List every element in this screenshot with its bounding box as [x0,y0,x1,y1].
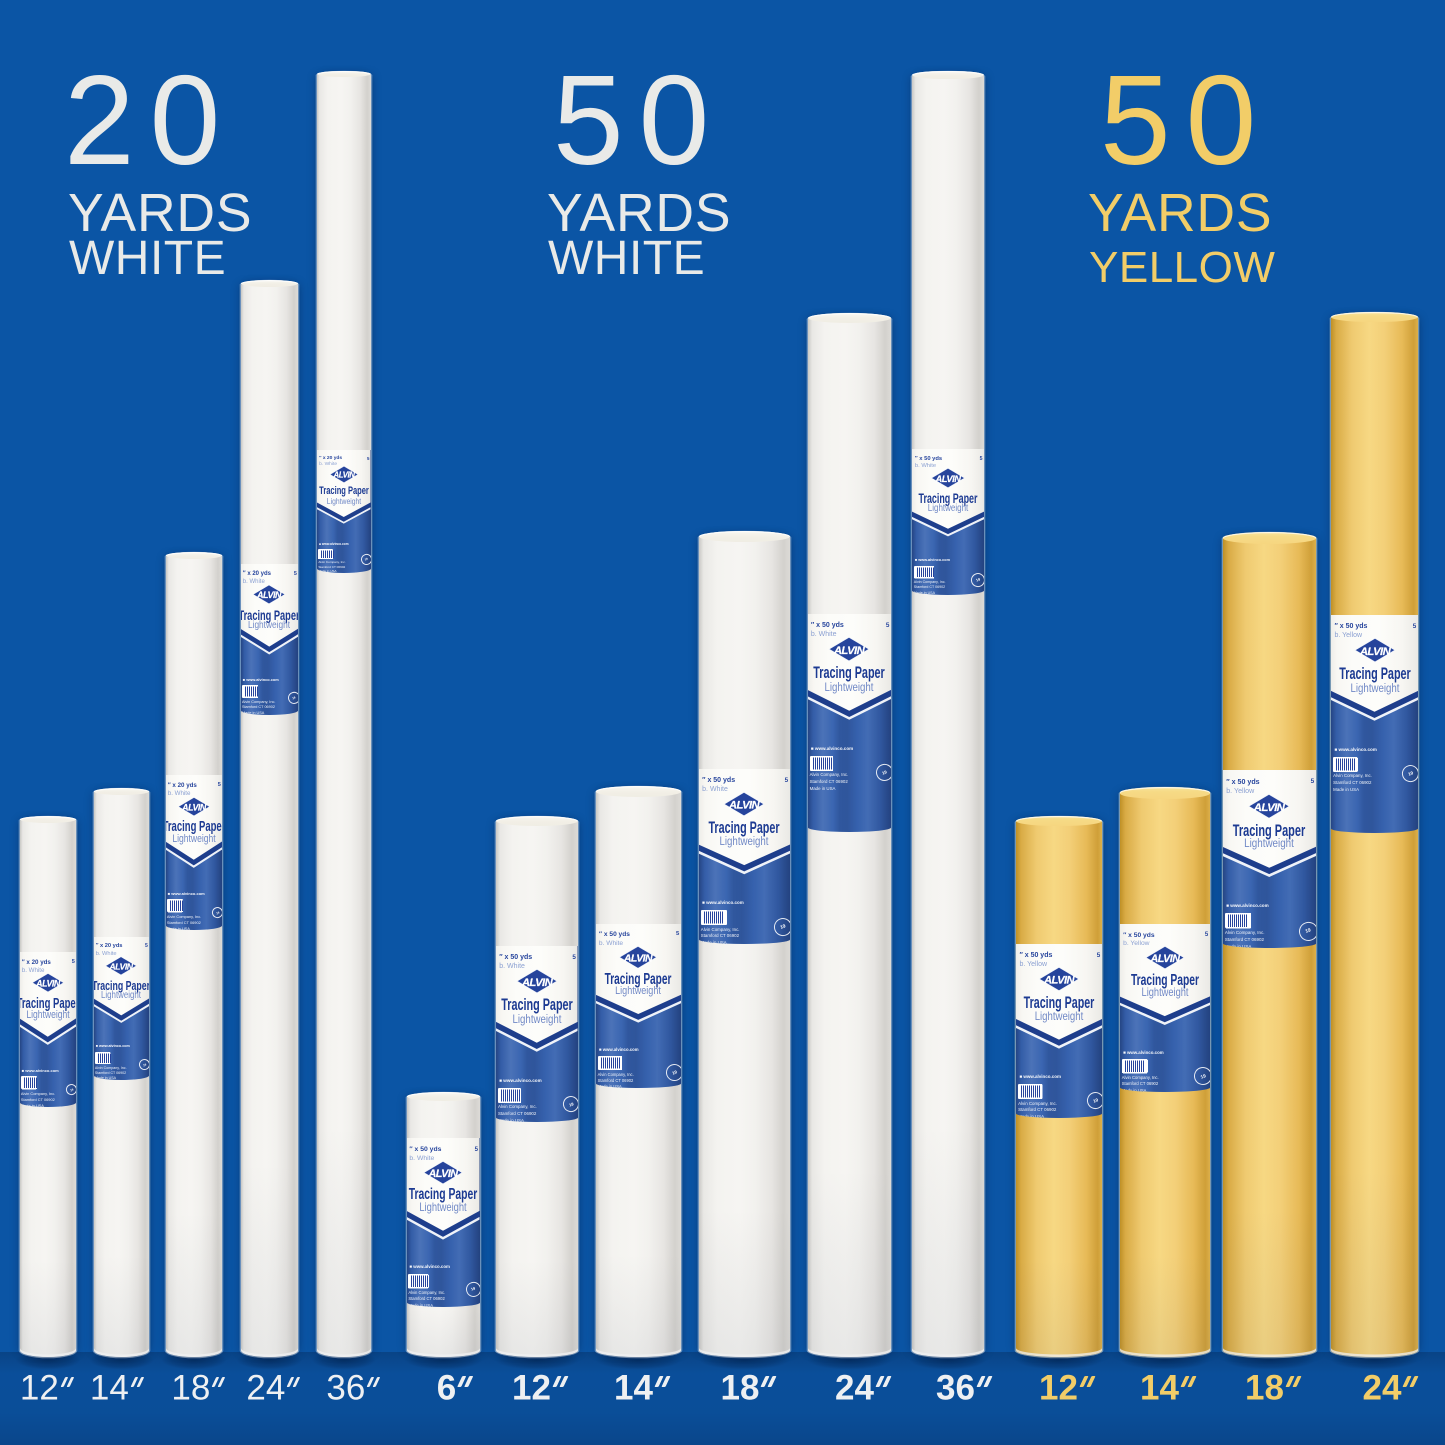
svg-text:ALVIN: ALVIN [181,802,207,812]
svg-text:ALVIN: ALVIN [427,1168,459,1180]
svg-text:ALVIN: ALVIN [728,800,761,812]
svg-text:ALVIN: ALVIN [1043,975,1075,987]
svg-text:ALVIN: ALVIN [109,961,134,971]
svg-text:ALVIN: ALVIN [332,471,355,480]
svg-text:ALVIN: ALVIN [256,590,282,600]
svg-text:ALVIN: ALVIN [833,645,866,657]
svg-text:ALVIN: ALVIN [934,474,961,484]
svg-text:ALVIN: ALVIN [35,979,61,989]
svg-text:ALVIN: ALVIN [521,977,554,989]
svg-text:ALVIN: ALVIN [1253,802,1286,814]
svg-text:ALVIN: ALVIN [1149,953,1180,965]
svg-text:ALVIN: ALVIN [1358,646,1391,658]
svg-text:ALVIN: ALVIN [623,952,653,964]
